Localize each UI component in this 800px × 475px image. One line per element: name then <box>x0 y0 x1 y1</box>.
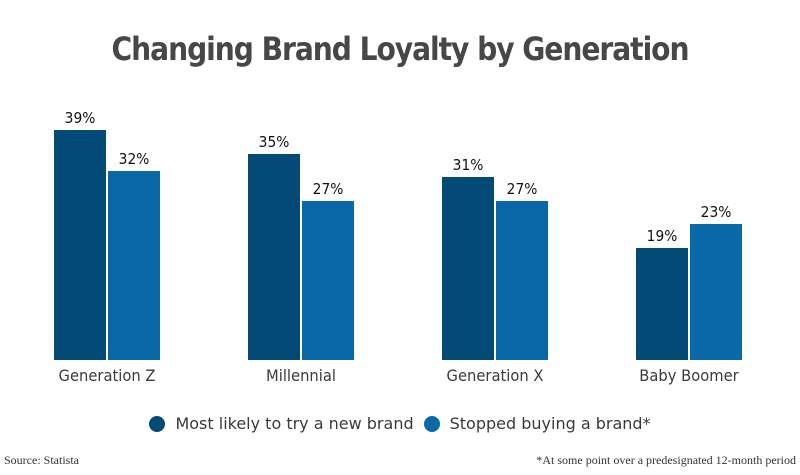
data-label: 23% <box>700 203 732 221</box>
chart-title: Changing Brand Loyalty by Generation <box>111 30 690 68</box>
bar <box>54 130 106 360</box>
bar <box>108 171 160 360</box>
footnote: *At some point over a predesignated 12-m… <box>536 453 796 467</box>
bar <box>690 224 742 360</box>
data-label: 31% <box>452 156 484 174</box>
category-label: Generation X <box>446 366 544 385</box>
bar <box>248 154 300 360</box>
source-note: Source: Statista <box>4 453 79 467</box>
category-label: Millennial <box>266 366 336 385</box>
bar <box>442 177 494 360</box>
data-label: 27% <box>312 180 344 198</box>
legend-item-stopped-buying: Stopped buying a brand* <box>423 414 651 433</box>
data-label: 19% <box>646 227 678 245</box>
legend-label: Most likely to try a new brand <box>175 414 414 433</box>
legend: Most likely to try a new brand Stopped b… <box>0 414 800 433</box>
data-label: 35% <box>258 133 290 151</box>
legend-dot-icon <box>423 415 440 432</box>
bar <box>496 201 548 360</box>
data-label: 27% <box>506 180 538 198</box>
bar <box>302 201 354 360</box>
category-label: Generation Z <box>58 366 156 385</box>
category-label: Baby Boomer <box>639 366 739 385</box>
legend-item-most-likely: Most likely to try a new brand <box>149 414 414 433</box>
data-label: 39% <box>64 109 96 127</box>
data-label: 32% <box>118 150 150 168</box>
plot-area: 39% 32% Generation Z 35% 27% Millennial 31% 27%… <box>54 109 742 385</box>
legend-dot-icon <box>149 415 166 432</box>
bar <box>636 248 688 360</box>
legend-label: Stopped buying a brand* <box>449 414 651 433</box>
